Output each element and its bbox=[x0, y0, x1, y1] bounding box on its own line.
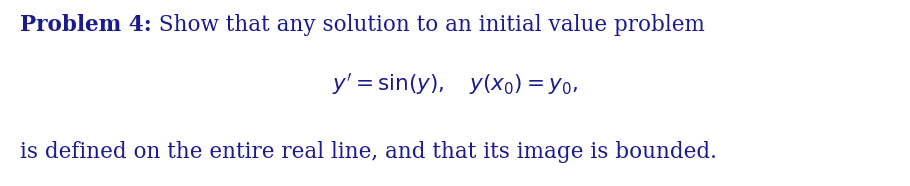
Text: Problem 4:: Problem 4: bbox=[20, 14, 152, 36]
Text: $y' = \sin(y), \quad y(x_0) = y_0,$: $y' = \sin(y), \quad y(x_0) = y_0,$ bbox=[332, 71, 578, 97]
Text: is defined on the entire real line, and that its image is bounded.: is defined on the entire real line, and … bbox=[20, 141, 717, 163]
Text: Show that any solution to an initial value problem: Show that any solution to an initial val… bbox=[152, 14, 704, 36]
